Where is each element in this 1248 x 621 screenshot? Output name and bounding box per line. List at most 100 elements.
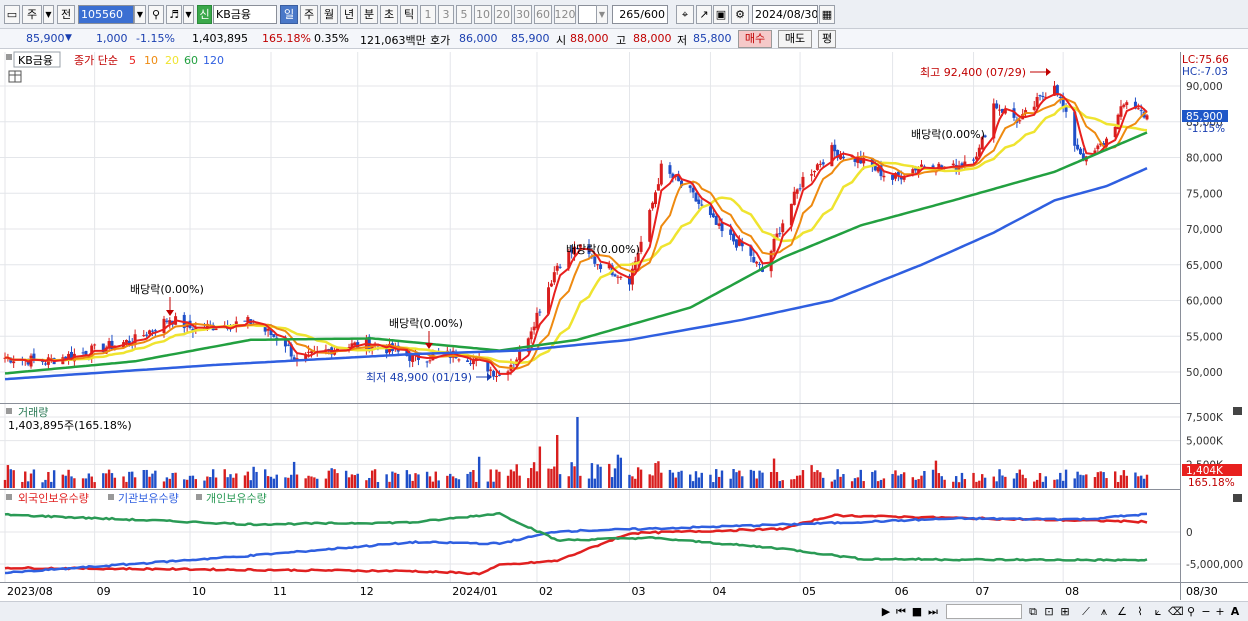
data-count-field[interactable]: 265/600 [612, 5, 668, 24]
candle-body [836, 149, 840, 158]
volume-bar [275, 474, 278, 488]
stock-code-input[interactable]: 105560 [78, 5, 134, 24]
speaker-icon[interactable]: ♬ [166, 5, 182, 24]
interval-button-5[interactable]: 5 [456, 5, 472, 24]
delete-tool-icon[interactable]: ⌫ [1168, 605, 1184, 618]
period-button-tick[interactable]: 틱 [400, 5, 418, 24]
view-menu-chevron-down-icon[interactable]: ▼ [43, 5, 54, 24]
speaker-chevron-down-icon[interactable]: ▼ [183, 5, 194, 24]
candle-body [107, 341, 111, 349]
stock-code-chevron-down-icon[interactable]: ▼ [134, 5, 146, 24]
interval-button-1[interactable]: 1 [420, 5, 436, 24]
candle-body [792, 191, 796, 205]
interval-button-20[interactable]: 20 [494, 5, 512, 24]
holding-panel-close-icon[interactable] [1233, 494, 1242, 502]
date-input[interactable]: 2024/08/30 [752, 5, 818, 24]
time-tick-label: 08 [1065, 585, 1079, 598]
ma-legend-10[interactable]: 10 [144, 54, 158, 67]
volume-bar [833, 479, 836, 488]
candle-body [613, 274, 617, 277]
zoom-in-icon[interactable]: + [1215, 605, 1225, 618]
scroll-start-icon[interactable]: ⏮ [896, 605, 906, 618]
save-icon[interactable]: ▣ [713, 5, 729, 24]
zoom-out-icon[interactable]: − [1201, 605, 1211, 618]
volume-bar [41, 482, 44, 488]
crosshair-icon[interactable]: ⌖ [676, 5, 694, 24]
volume-bar [882, 478, 886, 488]
interval-button-10[interactable]: 10 [474, 5, 492, 24]
evaluate-button[interactable]: 평 [818, 30, 836, 48]
ruler-tool-icon[interactable]: ⟀ [1154, 605, 1162, 618]
fib-tool-icon[interactable]: ⩚ [1100, 605, 1108, 618]
ma-legend-5[interactable]: 5 [129, 54, 136, 67]
stop-icon[interactable]: ■ [911, 605, 923, 618]
volume-bar [619, 457, 623, 488]
tool-icon-2[interactable]: ⊞ [1060, 605, 1070, 618]
volume-panel-title[interactable]: 거래량 [18, 406, 48, 419]
volume-bar [243, 475, 247, 488]
window-tile-icon[interactable]: ⧉ [1029, 605, 1037, 618]
period-button-second[interactable]: 초 [380, 5, 398, 24]
zoom-search-icon[interactable]: ⚲ [1186, 605, 1196, 618]
volume-bar [527, 478, 530, 488]
search-icon[interactable]: ⚲ [148, 5, 164, 24]
view-menu-button[interactable]: 주 [22, 5, 42, 24]
interval-button-3[interactable]: 3 [438, 5, 454, 24]
stock-name-field[interactable]: KB금융 [213, 5, 277, 24]
interval-button-120[interactable]: 120 [554, 5, 576, 24]
interval-chevron-down-icon[interactable]: ▼ [596, 5, 608, 24]
volume-bar [879, 479, 883, 488]
volume-bar [44, 479, 47, 488]
previous-button[interactable]: 전 [57, 5, 75, 24]
volume-bar [712, 482, 715, 488]
time-tick-label: 06 [895, 585, 909, 598]
tool-icon-1[interactable]: ⊡ [1044, 605, 1054, 618]
volume-bar [214, 477, 218, 488]
ma-legend-60[interactable]: 60 [184, 54, 198, 67]
price-tick-label: 80,000 [1186, 153, 1223, 165]
period-button-day[interactable]: 일 [280, 5, 298, 24]
candle-body [839, 154, 843, 160]
interval-button-30[interactable]: 30 [514, 5, 532, 24]
chart-area[interactable]: 50,000 55,000 60,000 65,000 70,000 75,000 80,0… [0, 50, 1248, 601]
volume-bar [307, 475, 310, 488]
holding-legend-institution[interactable]: 기관보유수량 [118, 492, 179, 505]
volume-bar [616, 454, 620, 488]
period-button-year[interactable]: 년 [340, 5, 358, 24]
auto-scale-icon[interactable]: A [1230, 605, 1240, 618]
sell-button[interactable]: 매도 [778, 30, 812, 48]
candle-body [1038, 95, 1042, 97]
buy-button[interactable]: 매수 [738, 30, 772, 48]
volume-bar [408, 474, 411, 488]
period-button-month[interactable]: 월 [320, 5, 338, 24]
volume-bar [1076, 471, 1079, 488]
calendar-icon[interactable]: ▦ [819, 5, 835, 24]
period-button-week[interactable]: 주 [300, 5, 318, 24]
holding-legend-foreign[interactable]: 외국인보유수량 [18, 492, 89, 505]
volume-bar [1001, 475, 1004, 488]
angle-tool-icon[interactable]: ∠ [1117, 605, 1127, 618]
holding-line-2 [4, 511, 1148, 562]
holding-legend-individual[interactable]: 개인보유수량 [206, 492, 267, 505]
candle-body [558, 266, 562, 268]
line-tool-icon[interactable]: ⟋ [1082, 605, 1090, 618]
volume-bar [720, 470, 724, 488]
trend-line-icon[interactable]: ↗ [696, 5, 712, 24]
window-menu-icon[interactable]: ▭ [4, 5, 20, 24]
wave-tool-icon[interactable]: ⌇ [1137, 605, 1143, 618]
volume-bar [729, 478, 732, 488]
volume-panel-close-icon[interactable] [1233, 407, 1242, 415]
period-button-minute[interactable]: 분 [360, 5, 378, 24]
ma-legend-120[interactable]: 120 [203, 54, 224, 67]
zoom-slider[interactable] [946, 604, 1022, 619]
candle-body [654, 192, 658, 205]
scroll-right-icon[interactable]: ▶ [881, 605, 891, 618]
interval-button-60[interactable]: 60 [534, 5, 552, 24]
volume-bar [917, 479, 920, 488]
scroll-end-icon[interactable]: ⏭ [928, 605, 938, 618]
ma-legend-20[interactable]: 20 [165, 54, 179, 67]
stock-label-box[interactable] [13, 51, 61, 68]
settings-gear-icon[interactable]: ⚙ [731, 5, 749, 24]
candle-body [992, 103, 996, 139]
volume-bar [1125, 475, 1128, 488]
